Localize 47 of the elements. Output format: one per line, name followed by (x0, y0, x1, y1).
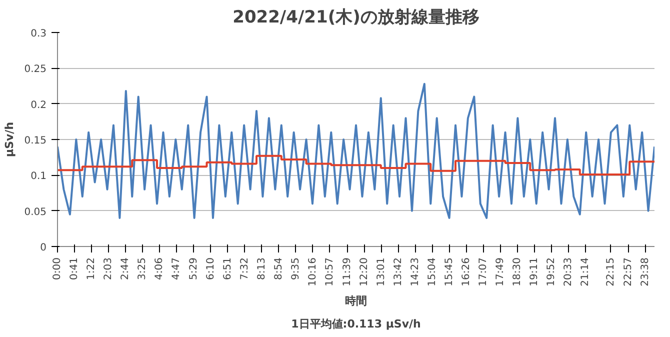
x-tick-label: 10:16 (307, 257, 318, 286)
x-tick-label: 0:00 (52, 257, 63, 280)
text: 1日平均値:0.113 µSv/h (291, 318, 421, 330)
x-tick-label: 4:47 (170, 257, 182, 280)
x-tick-label: 6:51 (222, 257, 234, 280)
y-axis-title: µSv/h (3, 122, 16, 158)
x-tick-label: 3:25 (136, 257, 148, 280)
x-tick-label: 21:14 (580, 257, 592, 286)
x-tick-label: 22:57 (622, 257, 634, 286)
x-tick-label: 20:33 (563, 257, 574, 286)
x-tick-label: 19:52 (546, 257, 558, 286)
y-tick-label: 0.3 (30, 28, 47, 40)
x-tick-label: 13:01 (376, 257, 387, 286)
y-tick-label: 0.1 (30, 171, 47, 182)
y-tick-label: 0.2 (30, 100, 47, 111)
x-tick-label: 17:07 (478, 257, 489, 286)
x-tick-label: 7:32 (239, 257, 250, 280)
x-tick-label: 2:44 (120, 257, 131, 280)
x-tick-label: 13:42 (392, 257, 404, 286)
x-tick-label: 11:39 (342, 257, 353, 286)
x-tick-label: 2:03 (102, 257, 114, 280)
y-tick-label: 0 (40, 242, 47, 254)
x-tick-label: 8:54 (273, 257, 284, 280)
x-tick-label: 12:20 (358, 257, 370, 286)
x-tick-label: 5:29 (188, 257, 200, 280)
line-series (58, 82, 654, 219)
x-tick-label: 6:10 (205, 257, 216, 280)
x-tick-label: 17:49 (495, 257, 506, 286)
x-tick-label: 0:41 (68, 257, 80, 280)
chart-title: 2022/4/21(木)の放射線量推移 (232, 8, 480, 28)
x-tick-label: 1:22 (86, 257, 97, 280)
x-tick-label: 9:35 (290, 257, 302, 280)
x-tick-label: 10:57 (324, 257, 336, 286)
y-tick-label: 0.25 (24, 64, 46, 76)
x-tick-label: 14:23 (410, 257, 421, 286)
x-axis-title: 時間 (345, 294, 367, 308)
x-tick-label: 19:11 (529, 257, 540, 286)
x-tick-label: 22:15 (605, 257, 616, 286)
y-tick-label: 0.05 (24, 206, 46, 218)
x-tick-label: 15:04 (426, 257, 438, 286)
x-tick-label: 8:13 (256, 257, 268, 280)
x-tick-label: 4:06 (154, 257, 165, 280)
x-tick-label: 16:26 (460, 257, 472, 286)
y-tick-label: 0.15 (24, 136, 46, 146)
x-tick-label: 18:30 (512, 257, 524, 286)
x-tick-label: 23:38 (640, 257, 651, 286)
x-tick-label: 15:45 (444, 257, 455, 286)
